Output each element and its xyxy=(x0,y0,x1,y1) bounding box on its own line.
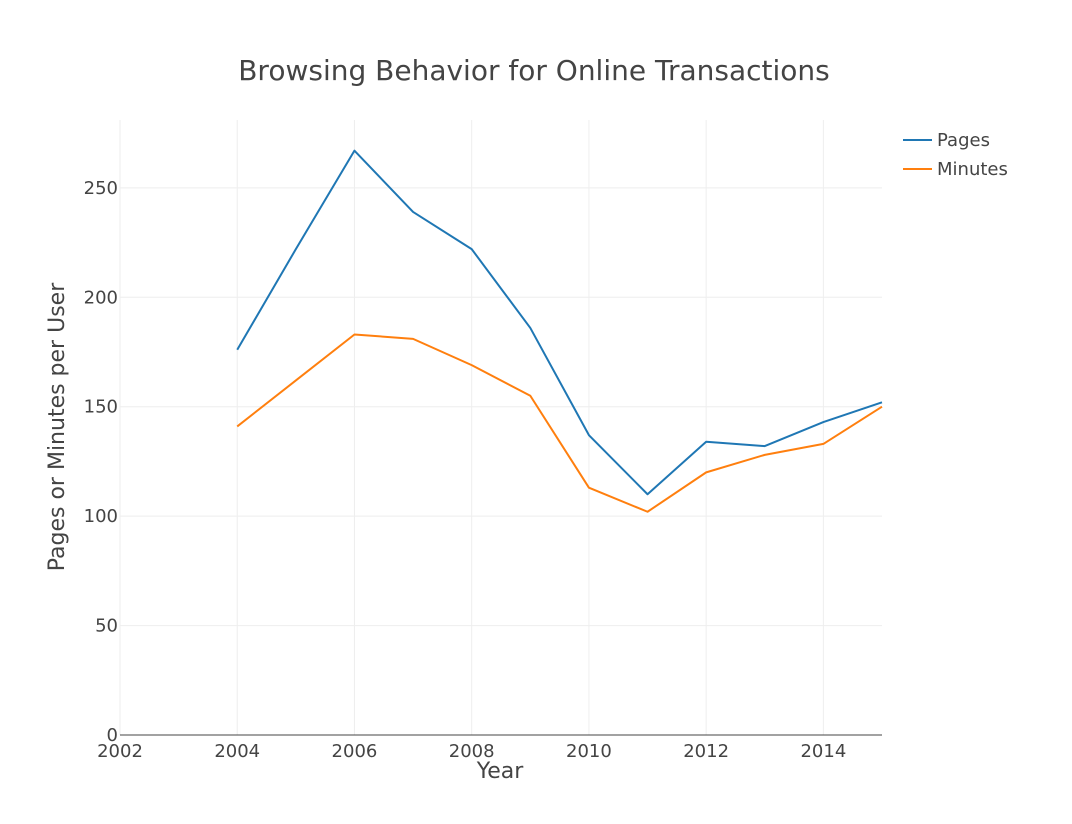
data-point-pages[interactable] xyxy=(524,322,536,334)
y-tick-label: 100 xyxy=(84,506,118,527)
data-point-minutes[interactable] xyxy=(466,359,478,371)
data-point-minutes[interactable] xyxy=(817,438,829,450)
chart-title: Browsing Behavior for Online Transaction… xyxy=(238,54,830,87)
data-point-pages[interactable] xyxy=(407,206,419,218)
data-point-minutes[interactable] xyxy=(583,482,595,494)
legend-label: Pages xyxy=(937,130,990,151)
data-point-minutes[interactable] xyxy=(759,449,771,461)
legend-item-minutes[interactable]: Minutes xyxy=(903,159,1008,180)
data-point-minutes[interactable] xyxy=(876,401,888,413)
data-point-minutes[interactable] xyxy=(700,466,712,478)
x-axis-title: Year xyxy=(476,759,525,784)
data-point-pages[interactable] xyxy=(290,243,302,255)
y-tick-label: 0 xyxy=(107,725,118,746)
x-tick-label: 2014 xyxy=(800,741,846,762)
legend-item-pages[interactable]: Pages xyxy=(903,130,990,151)
y-tick-label: 50 xyxy=(95,616,118,637)
y-tick-label: 200 xyxy=(84,287,118,308)
data-point-pages[interactable] xyxy=(642,488,654,500)
x-tick-label: 2004 xyxy=(214,741,260,762)
data-point-pages[interactable] xyxy=(466,243,478,255)
data-point-minutes[interactable] xyxy=(290,374,302,386)
y-tick-label: 250 xyxy=(84,178,118,199)
data-point-minutes[interactable] xyxy=(348,328,360,340)
data-point-pages[interactable] xyxy=(583,429,595,441)
y-axis-title: Pages or Minutes per User xyxy=(45,282,70,571)
x-tick-label: 2002 xyxy=(97,741,143,762)
y-tick-label: 150 xyxy=(84,397,118,418)
x-tick-label: 2006 xyxy=(332,741,378,762)
data-point-pages[interactable] xyxy=(817,416,829,428)
data-point-minutes[interactable] xyxy=(407,333,419,345)
series-lines xyxy=(231,145,888,518)
data-point-pages[interactable] xyxy=(231,344,243,356)
data-point-minutes[interactable] xyxy=(231,420,243,432)
x-tick-label: 2012 xyxy=(683,741,729,762)
x-tick-label: 2010 xyxy=(566,741,612,762)
data-point-pages[interactable] xyxy=(700,436,712,448)
data-point-minutes[interactable] xyxy=(642,506,654,518)
x-tick-label: 2008 xyxy=(449,741,495,762)
data-point-pages[interactable] xyxy=(348,145,360,157)
legend[interactable]: Pages Minutes xyxy=(903,130,1008,180)
series-line-pages[interactable] xyxy=(236,149,883,496)
data-point-minutes[interactable] xyxy=(524,390,536,402)
gridlines xyxy=(119,120,882,735)
axes: 2002 2004 2006 2008 2010 2012 2014 0 50 100 150 200… xyxy=(84,178,882,762)
legend-label: Minutes xyxy=(937,159,1008,180)
series-line-minutes[interactable] xyxy=(236,333,883,513)
